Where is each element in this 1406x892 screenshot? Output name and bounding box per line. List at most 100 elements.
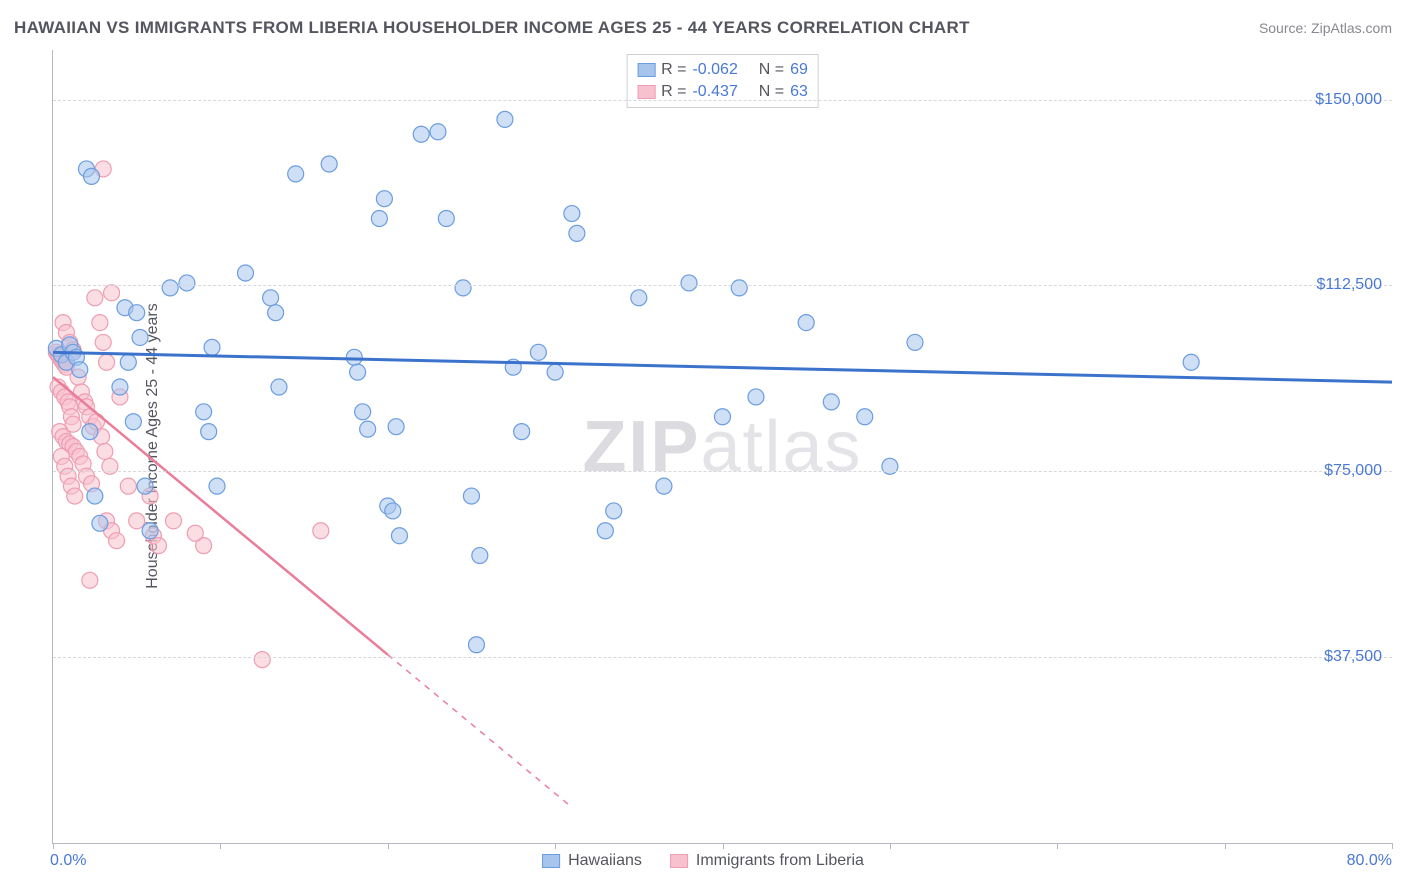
data-point [87, 488, 103, 504]
data-point [857, 409, 873, 425]
x-axis-max-label: 80.0% [1347, 852, 1392, 870]
data-point [715, 409, 731, 425]
data-point [391, 528, 407, 544]
stat-row: R = -0.062 N = 69 [637, 59, 808, 81]
data-point [112, 379, 128, 395]
data-point [430, 124, 446, 140]
data-point [564, 206, 580, 222]
data-point [360, 421, 376, 437]
data-point [162, 280, 178, 296]
data-point [371, 211, 387, 227]
data-point [385, 503, 401, 519]
x-tick [53, 843, 54, 849]
x-tick [1057, 843, 1058, 849]
data-point [237, 265, 253, 281]
data-point [179, 275, 195, 291]
data-point [187, 525, 203, 541]
data-point [82, 424, 98, 440]
x-axis-min-label: 0.0% [50, 852, 86, 870]
data-point [355, 404, 371, 420]
y-tick-label: $112,500 [1316, 276, 1382, 294]
legend: Hawaiians Immigrants from Liberia [542, 852, 864, 870]
stat-r-label: R = [661, 61, 686, 79]
data-point [631, 290, 647, 306]
y-tick-label: $37,500 [1324, 648, 1382, 666]
data-point [254, 652, 270, 668]
y-tick-label: $75,000 [1324, 462, 1382, 480]
data-point [606, 503, 622, 519]
data-point [137, 478, 153, 494]
data-point [150, 538, 166, 554]
swatch-icon [637, 63, 655, 77]
legend-item: Hawaiians [542, 852, 642, 870]
stat-r-value: -0.437 [692, 83, 737, 101]
stat-r-label: R = [661, 83, 686, 101]
data-point [92, 315, 108, 331]
data-point [388, 419, 404, 435]
x-tick [1392, 843, 1393, 849]
data-point [263, 290, 279, 306]
data-point [120, 354, 136, 370]
data-point [438, 211, 454, 227]
data-point [166, 513, 182, 529]
data-point [313, 523, 329, 539]
data-point [87, 290, 103, 306]
x-tick [723, 843, 724, 849]
data-point [196, 404, 212, 420]
legend-item: Immigrants from Liberia [670, 852, 864, 870]
source-text: Source: ZipAtlas.com [1259, 20, 1392, 36]
data-point [472, 548, 488, 564]
swatch-icon [542, 854, 560, 868]
swatch-icon [637, 85, 655, 99]
data-point [907, 334, 923, 350]
x-tick [220, 843, 221, 849]
data-point [514, 424, 530, 440]
data-point [268, 305, 284, 321]
data-point [82, 572, 98, 588]
data-point [109, 533, 125, 549]
data-point [530, 344, 546, 360]
data-point [120, 478, 136, 494]
data-point [204, 339, 220, 355]
data-point [288, 166, 304, 182]
stat-n-label: N = [759, 61, 784, 79]
data-point [1183, 354, 1199, 370]
gridline [53, 657, 1392, 658]
swatch-icon [670, 854, 688, 868]
data-point [99, 354, 115, 370]
trend-line [388, 655, 572, 808]
data-point [350, 364, 366, 380]
stat-n-value: 69 [790, 61, 808, 79]
data-point [129, 513, 145, 529]
data-point [413, 126, 429, 142]
data-point [346, 349, 362, 365]
data-point [142, 523, 158, 539]
x-tick [1225, 843, 1226, 849]
data-point [376, 191, 392, 207]
x-tick [890, 843, 891, 849]
data-point [681, 275, 697, 291]
data-point [67, 488, 83, 504]
data-point [104, 285, 120, 301]
gridline [53, 285, 1392, 286]
stat-n-label: N = [759, 83, 784, 101]
legend-label: Immigrants from Liberia [696, 852, 864, 870]
data-point [748, 389, 764, 405]
gridline [53, 471, 1392, 472]
data-point [731, 280, 747, 296]
data-point [463, 488, 479, 504]
data-point [125, 414, 141, 430]
stat-n-value: 63 [790, 83, 808, 101]
data-point [823, 394, 839, 410]
data-point [95, 334, 111, 350]
data-point [455, 280, 471, 296]
data-point [129, 305, 145, 321]
chart-plot-area: ZIPatlas R = -0.062 N = 69 R = -0.437 N … [52, 50, 1392, 844]
data-point [83, 168, 99, 184]
data-point [72, 362, 88, 378]
data-point [132, 329, 148, 345]
data-point [201, 424, 217, 440]
scatter-svg [53, 50, 1392, 843]
data-point [656, 478, 672, 494]
data-point [569, 225, 585, 241]
